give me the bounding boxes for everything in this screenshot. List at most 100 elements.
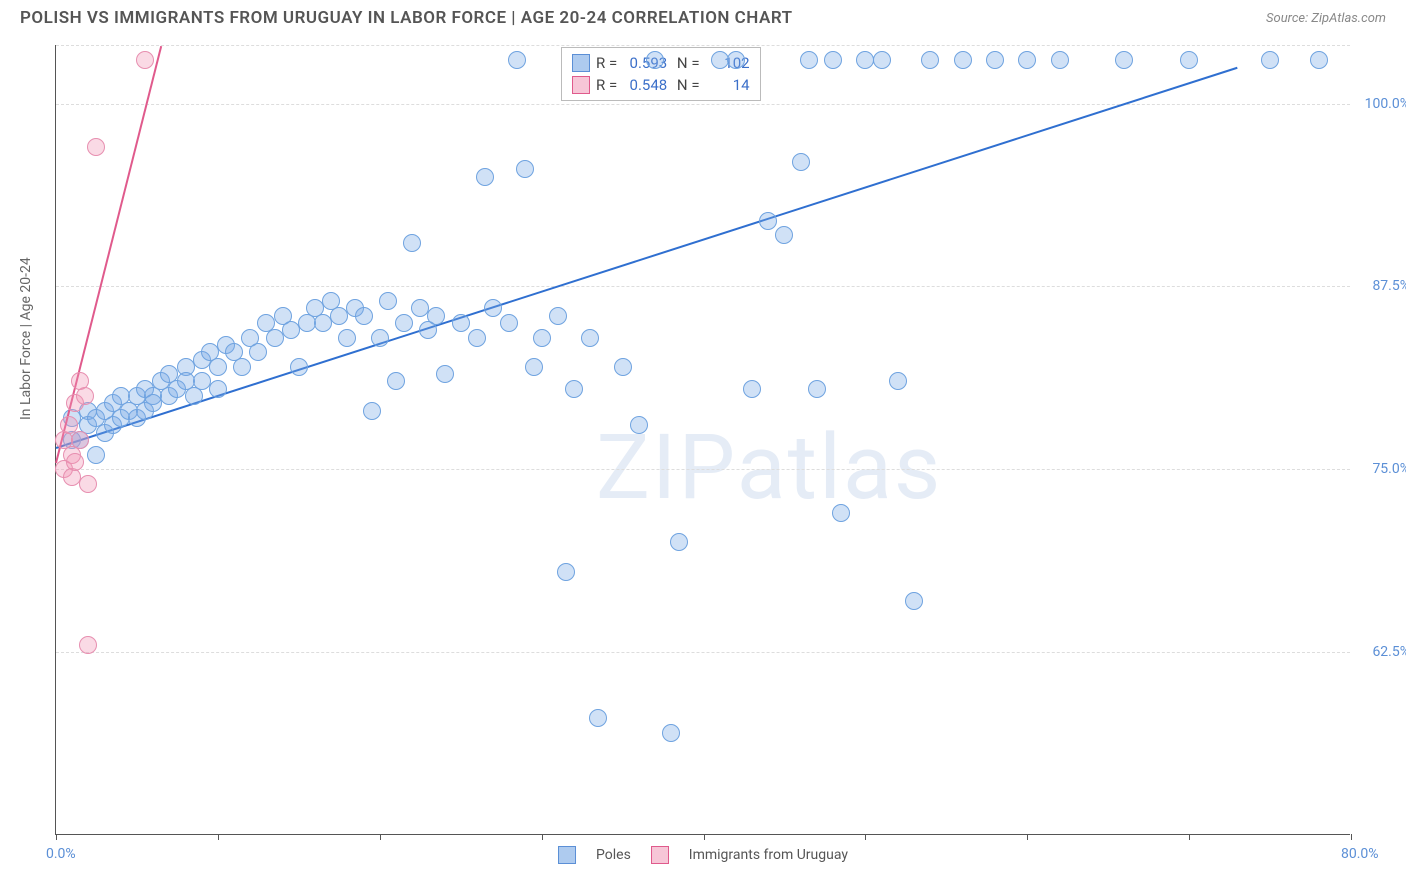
y-tick-label: 100.0%	[1365, 96, 1406, 112]
data-point	[468, 329, 486, 347]
legend-label: Poles	[596, 847, 631, 863]
data-point	[427, 307, 445, 325]
data-point	[71, 431, 89, 449]
data-point	[525, 358, 543, 376]
series-swatch	[572, 54, 590, 72]
stat-n-label: N =	[673, 52, 699, 74]
y-tick-label: 75.0%	[1372, 461, 1406, 477]
data-point	[249, 343, 267, 361]
legend-swatch	[558, 846, 576, 864]
data-point	[986, 51, 1004, 69]
data-point	[476, 168, 494, 186]
data-point	[670, 533, 688, 551]
data-point	[79, 636, 97, 654]
data-point	[403, 234, 421, 252]
data-point	[614, 358, 632, 376]
data-point	[630, 416, 648, 434]
data-point	[516, 160, 534, 178]
data-point	[338, 329, 356, 347]
data-point	[371, 329, 389, 347]
data-point	[905, 592, 923, 610]
gridline-h	[56, 469, 1350, 470]
data-point	[759, 212, 777, 230]
data-point	[646, 51, 664, 69]
data-point	[873, 51, 891, 69]
data-point	[589, 709, 607, 727]
data-point	[1051, 51, 1069, 69]
data-point	[557, 563, 575, 581]
gridline-h	[56, 45, 1350, 46]
stat-r-value: 0.548	[623, 74, 667, 96]
data-point	[452, 314, 470, 332]
x-tick	[218, 834, 219, 840]
data-point	[508, 51, 526, 69]
data-point	[209, 358, 227, 376]
x-tick	[380, 834, 381, 840]
gridline-h	[56, 104, 1350, 105]
data-point	[387, 372, 405, 390]
data-point	[209, 380, 227, 398]
data-point	[549, 307, 567, 325]
data-point	[954, 51, 972, 69]
data-point	[565, 380, 583, 398]
x-tick	[704, 834, 705, 840]
data-point	[824, 51, 842, 69]
data-point	[921, 51, 939, 69]
data-point	[379, 292, 397, 310]
data-point	[727, 51, 745, 69]
data-point	[1310, 51, 1328, 69]
data-point	[233, 358, 251, 376]
series-swatch	[572, 76, 590, 94]
data-point	[87, 138, 105, 156]
legend-swatch	[651, 846, 669, 864]
data-point	[355, 307, 373, 325]
data-point	[581, 329, 599, 347]
data-point	[87, 446, 105, 464]
data-point	[775, 226, 793, 244]
x-tick	[542, 834, 543, 840]
data-point	[66, 453, 84, 471]
y-axis-label: In Labor Force | Age 20-24	[18, 257, 34, 420]
data-point	[832, 504, 850, 522]
y-tick-label: 87.5%	[1372, 278, 1406, 294]
gridline-h	[56, 652, 1350, 653]
stat-r-label: R =	[596, 74, 617, 96]
data-point	[1018, 51, 1036, 69]
stat-n-value: 14	[706, 74, 750, 96]
data-point	[290, 358, 308, 376]
x-tick	[56, 834, 57, 840]
data-point	[363, 402, 381, 420]
data-point	[792, 153, 810, 171]
data-point	[743, 380, 761, 398]
chart-title: POLISH VS IMMIGRANTS FROM URUGUAY IN LAB…	[20, 8, 793, 28]
y-tick-label: 62.5%	[1372, 644, 1406, 660]
scatter-chart: ZIPatlas R =0.593 N =102R =0.548 N =14 P…	[55, 45, 1350, 835]
data-point	[484, 299, 502, 317]
legend-label: Immigrants from Uruguay	[689, 847, 848, 863]
x-tick-label: 80.0%	[1341, 846, 1379, 862]
x-tick	[1027, 834, 1028, 840]
data-point	[1115, 51, 1133, 69]
data-point	[800, 51, 818, 69]
data-point	[76, 387, 94, 405]
data-point	[136, 51, 154, 69]
data-point	[500, 314, 518, 332]
gridline-h	[56, 286, 1350, 287]
data-point	[662, 724, 680, 742]
bottom-legend: Poles Immigrants from Uruguay	[558, 846, 848, 864]
x-tick	[1351, 834, 1352, 840]
data-point	[1180, 51, 1198, 69]
x-tick-label: 0.0%	[46, 846, 76, 862]
stat-n-label: N =	[673, 74, 699, 96]
stat-r-label: R =	[596, 52, 617, 74]
data-point	[1261, 51, 1279, 69]
data-point	[79, 475, 97, 493]
stats-row: R = 0.548 N = 14	[572, 74, 750, 96]
x-tick	[1189, 834, 1190, 840]
data-point	[436, 365, 454, 383]
source-attribution: Source: ZipAtlas.com	[1266, 11, 1386, 26]
data-point	[889, 372, 907, 390]
data-point	[533, 329, 551, 347]
trend-line	[56, 67, 1238, 449]
data-point	[808, 380, 826, 398]
